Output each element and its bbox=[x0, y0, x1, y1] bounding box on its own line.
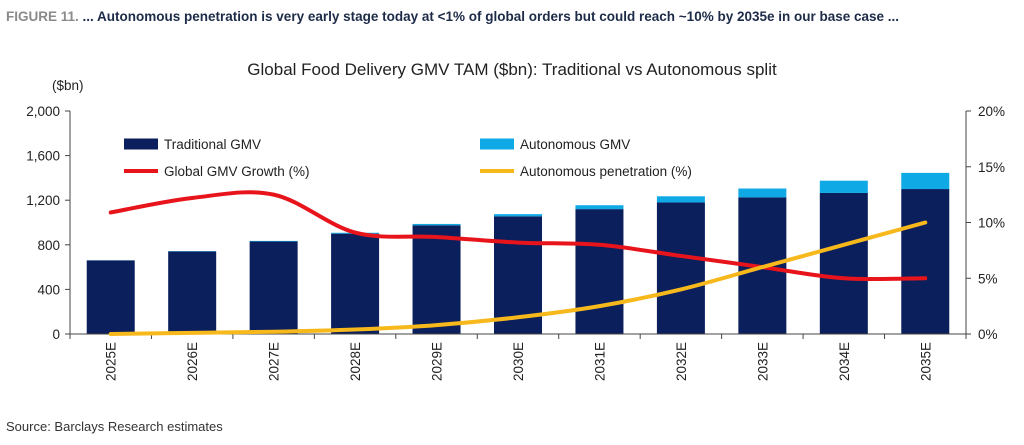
source-note: Source: Barclays Research estimates bbox=[6, 419, 223, 434]
bar-autonomous-gmv bbox=[575, 205, 624, 210]
y-axis-unit-label: ($bn) bbox=[52, 78, 84, 93]
x-tick-label: 2029E bbox=[430, 342, 445, 381]
y2-tick-label: 20% bbox=[978, 104, 1005, 119]
legend-swatch-autonomous-gmv bbox=[480, 138, 514, 150]
x-tick-label: 2026E bbox=[185, 342, 200, 381]
line-autonomous-penetration bbox=[108, 220, 928, 336]
bar-autonomous-gmv bbox=[901, 172, 950, 190]
y2-tick-label: 10% bbox=[978, 216, 1005, 231]
bar-traditional-gmv bbox=[901, 189, 950, 334]
y-tick-label: 0 bbox=[52, 327, 60, 342]
x-tick-label: 2034E bbox=[837, 342, 852, 381]
bar-autonomous-gmv bbox=[738, 188, 787, 198]
bar-traditional-gmv bbox=[412, 225, 461, 334]
x-tick-label: 2030E bbox=[511, 342, 526, 381]
bar-autonomous-gmv bbox=[656, 196, 705, 203]
y-tick-label: 1,200 bbox=[26, 193, 60, 208]
x-tick-label: 2031E bbox=[592, 342, 607, 381]
figure-number: FIGURE 11. bbox=[6, 9, 79, 24]
bar-traditional-gmv bbox=[331, 233, 380, 334]
chart-title: Global Food Delivery GMV TAM ($bn): Trad… bbox=[247, 60, 777, 79]
x-tick-label: 2035E bbox=[918, 342, 933, 381]
legend-label-traditional-gmv: Traditional GMV bbox=[164, 137, 261, 152]
figure-caption-text: ... Autonomous penetration is very early… bbox=[82, 9, 900, 24]
y-tick-label: 800 bbox=[37, 238, 60, 253]
x-tick-label: 2027E bbox=[267, 342, 282, 381]
bar-traditional-gmv bbox=[819, 192, 868, 334]
y-tick-label: 2,000 bbox=[26, 104, 60, 119]
bar-autonomous-gmv bbox=[494, 214, 542, 217]
bar-traditional-gmv bbox=[656, 202, 705, 334]
x-tick-label: 2033E bbox=[755, 342, 770, 381]
x-tick-label: 2032E bbox=[674, 342, 689, 381]
y-tick-label: 400 bbox=[37, 282, 60, 297]
bar-traditional-gmv bbox=[86, 260, 135, 334]
bar-autonomous-gmv bbox=[249, 240, 298, 242]
bar-traditional-gmv bbox=[575, 209, 624, 334]
legend-label-autonomous-gmv: Autonomous GMV bbox=[520, 137, 630, 152]
bar-autonomous-gmv bbox=[412, 223, 461, 226]
bar-traditional-gmv bbox=[249, 241, 298, 334]
line-global-gmv-growth bbox=[108, 190, 928, 282]
legend-label-global-gmv-growth: Global GMV Growth (%) bbox=[164, 164, 310, 179]
legend-swatch-traditional-gmv bbox=[124, 138, 158, 150]
y2-tick-label: 5% bbox=[978, 271, 998, 286]
bar-traditional-gmv bbox=[168, 251, 217, 334]
x-tick-label: 2025E bbox=[104, 342, 119, 381]
y2-tick-label: 15% bbox=[978, 160, 1005, 175]
figure-caption: FIGURE 11. ... Autonomous penetration is… bbox=[6, 9, 899, 24]
legend-label-autonomous-penetration: Autonomous penetration (%) bbox=[520, 164, 692, 179]
x-tick-label: 2028E bbox=[348, 342, 363, 381]
bar-autonomous-gmv bbox=[819, 180, 868, 193]
y-tick-label: 1,600 bbox=[26, 149, 60, 164]
y2-tick-label: 0% bbox=[978, 327, 998, 342]
